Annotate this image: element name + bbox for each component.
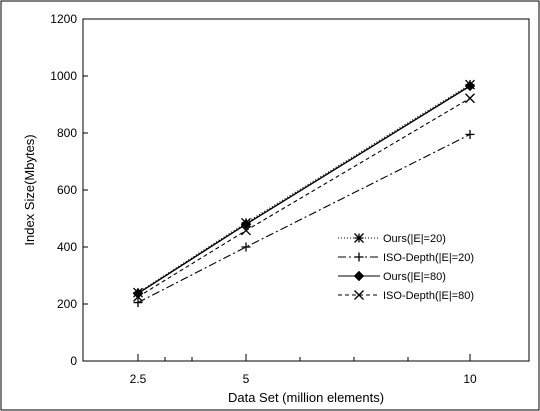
legend: Ours(|E|=20) ISO-Depth(|E|=20) Ours(|E|=80… (334, 227, 524, 305)
y-tick-label: 400 (57, 240, 77, 254)
y-tick-label: 1000 (50, 69, 77, 83)
y-tick-label: 800 (57, 126, 77, 140)
y-tick-label: 200 (57, 297, 77, 311)
legend-label: Ours(|E|=20) (383, 233, 446, 245)
y-tick-label: 1200 (50, 12, 77, 26)
y-axis-title: Index Size(Mbytes) (22, 134, 37, 245)
legend-label: ISO-Depth(|E|=20) (383, 252, 474, 264)
x-tick-label: 2.5 (130, 372, 147, 386)
x-axis-title: Data Set (million elements) (228, 390, 384, 405)
legend-label: Ours(|E|=80) (383, 271, 446, 283)
legend-label: ISO-Depth(|E|=80) (383, 290, 474, 302)
legend-marker (355, 234, 364, 243)
y-tick-label: 0 (70, 354, 77, 368)
x-tick-label: 10 (463, 372, 477, 386)
y-tick-label: 600 (57, 183, 77, 197)
x-tick-label: 5 (243, 372, 250, 386)
